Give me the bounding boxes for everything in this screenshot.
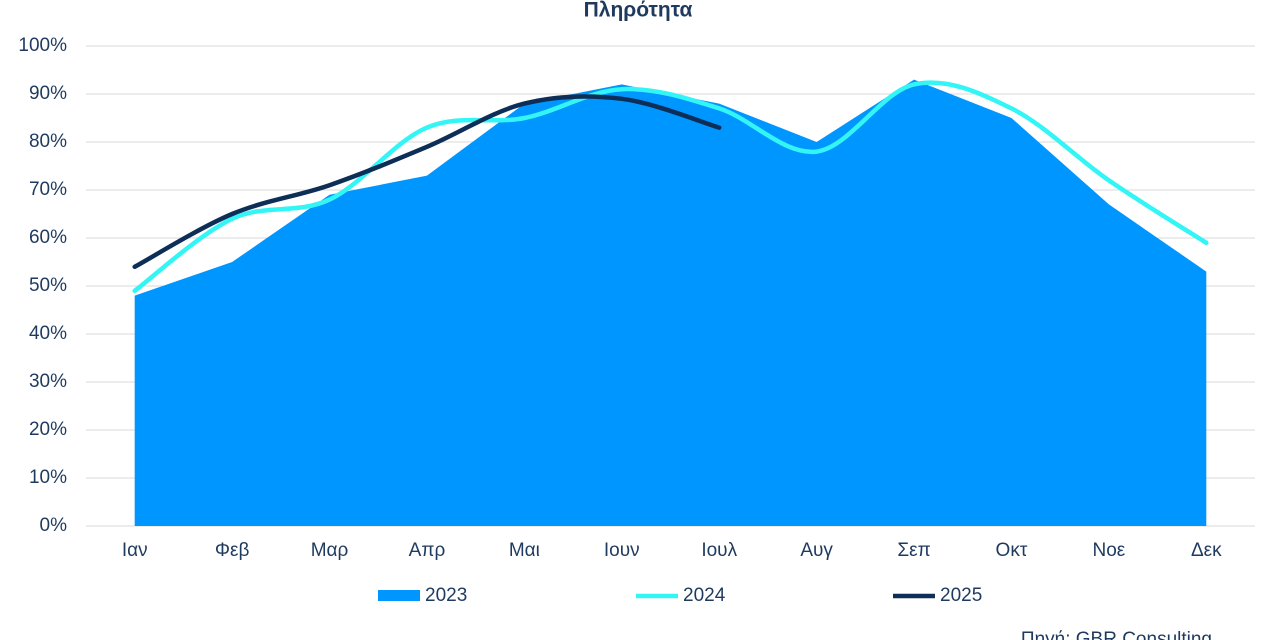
- x-tick-label: Ιουλ: [701, 540, 737, 561]
- y-tick-label: 100%: [18, 35, 67, 56]
- x-tick-label: Νοε: [1092, 540, 1125, 561]
- y-tick-label: 90%: [29, 83, 67, 104]
- y-tick-label: 40%: [29, 323, 67, 344]
- y-tick-label: 70%: [29, 179, 67, 200]
- x-tick-label: Φεβ: [215, 540, 250, 561]
- line: [132, 94, 722, 270]
- x-tick-label: Ιουν: [604, 540, 640, 561]
- y-tick-label: 0%: [40, 515, 68, 536]
- area: [134, 79, 1207, 526]
- y-tick-label: 50%: [29, 275, 67, 296]
- legend-label: 2024: [683, 585, 726, 606]
- x-tick-label: Απρ: [409, 540, 446, 561]
- legend-label: 2025: [940, 585, 982, 606]
- x-tick-label: Μαι: [509, 540, 540, 561]
- chart-title: Πληρότητα: [584, 0, 693, 22]
- y-tick-label: 20%: [29, 419, 67, 440]
- x-tick-label: Σεπ: [897, 540, 930, 561]
- y-tick-label: 60%: [29, 227, 67, 248]
- x-tick-label: Μαρ: [311, 540, 349, 561]
- legend-swatch: [378, 590, 420, 601]
- x-tick-label: Αυγ: [800, 540, 833, 561]
- x-tick-label: Οκτ: [996, 540, 1028, 561]
- y-tick-label: 10%: [29, 467, 67, 488]
- legend-label: 2023: [425, 585, 467, 606]
- y-tick-label: 30%: [29, 371, 67, 392]
- x-tick-label: Ιαν: [122, 540, 148, 561]
- source-note: Πηγή: GBR Consulting: [1021, 629, 1212, 640]
- line: [132, 80, 1209, 294]
- x-tick-label: Δεκ: [1191, 540, 1222, 561]
- y-tick-label: 80%: [29, 131, 67, 152]
